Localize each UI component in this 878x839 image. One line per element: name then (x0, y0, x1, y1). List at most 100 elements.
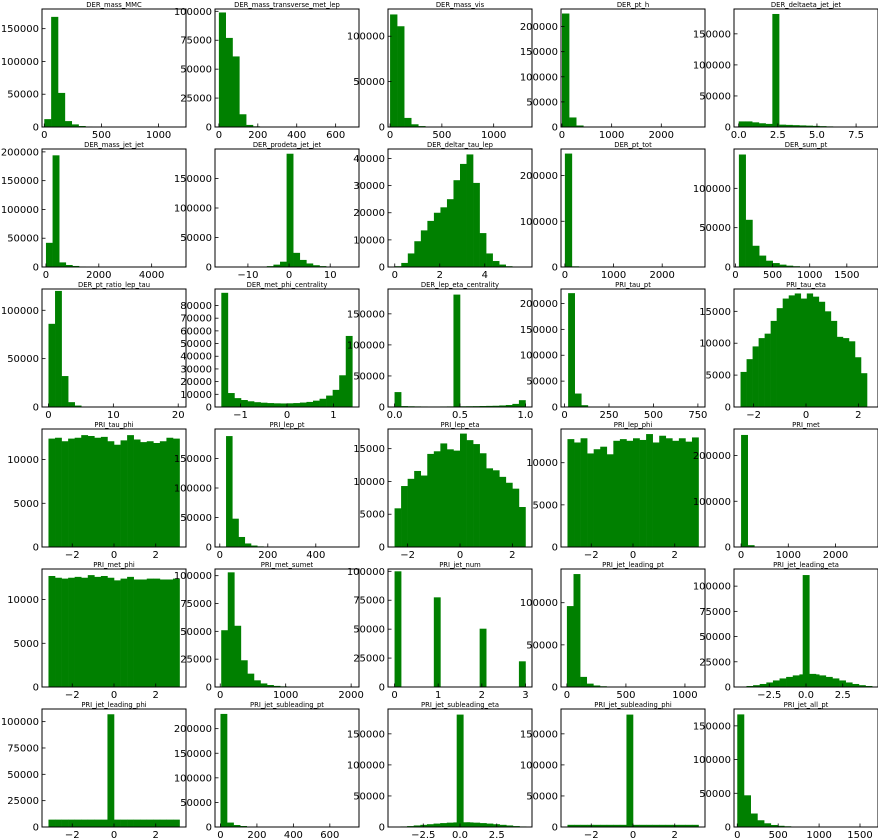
axes-frame (41, 8, 187, 128)
x-tick-label: 0 (45, 410, 51, 421)
histogram-bars (393, 714, 527, 827)
chart-title: DER_pt_h (617, 1, 649, 9)
histogram-bar (413, 825, 421, 827)
histogram-bar (74, 576, 82, 687)
x-tick-label: 2 (855, 410, 861, 421)
histogram-bar (446, 199, 454, 267)
histogram-bar (114, 444, 121, 547)
histogram-bar (758, 123, 766, 127)
histogram-bar (740, 371, 747, 407)
x-tick-label: 500 (763, 270, 782, 281)
axes-frame (560, 568, 706, 688)
histogram-bar (786, 265, 794, 267)
histogram-bars (738, 154, 868, 267)
y-tick-label: 200000 (520, 299, 558, 310)
histogram-bars (48, 290, 134, 407)
histogram-bar (600, 824, 608, 827)
x-tick-label: 20 (172, 410, 185, 421)
x-tick-label: 0 (562, 270, 568, 281)
y-tick-label: 0 (725, 543, 731, 554)
histogram-bar (613, 440, 621, 547)
histogram-bar (691, 824, 699, 827)
histogram-panel: PRI_jet_leading_eta −2.5 0.0 2.5 0 25000 50000… (693, 561, 878, 701)
histogram-bar (824, 311, 832, 407)
histogram-bar (407, 253, 415, 267)
chart-title: PRI_jet_leading_pt (602, 561, 664, 569)
x-tick-label: 0 (41, 130, 47, 141)
y-tick-label: 100000 (347, 567, 385, 578)
histogram-bar (61, 376, 69, 407)
histogram-bar (433, 212, 441, 267)
histogram-panel: DER_lep_eta_centrality 0.0 0.5 1.0 0 50000 100… (347, 281, 534, 421)
histogram-bar (806, 125, 814, 127)
histogram-panel: PRI_tau_pt 0 250 500 750 0 50000 100000 150000 20… (520, 281, 708, 421)
histogram-bar (247, 401, 255, 407)
histogram-bar (166, 437, 174, 547)
histogram-bar (127, 819, 134, 827)
histogram-bar (772, 263, 780, 267)
histogram-bar (812, 125, 820, 127)
histogram-bar (72, 265, 80, 267)
y-tick-label: 50000 (353, 77, 385, 88)
histogram-bar (818, 301, 826, 407)
histogram-bar (332, 389, 340, 407)
histogram-bars (561, 13, 634, 127)
histogram-bar (792, 125, 800, 127)
x-tick-label: −2 (400, 550, 415, 561)
x-tick-label: 1000 (481, 130, 506, 141)
y-tick-label: 0 (33, 123, 39, 134)
chart-title: PRI_lep_phi (614, 421, 653, 429)
histogram-bar (486, 823, 494, 827)
x-tick-label: 500 (644, 410, 663, 421)
histogram-bar (446, 449, 454, 547)
y-tick-label: 70000 (180, 314, 212, 325)
histogram-bar (770, 824, 778, 827)
histogram-bar (254, 402, 261, 407)
x-tick-label: 0 (732, 270, 738, 281)
histogram-bar (812, 674, 820, 687)
histogram-bar (785, 124, 793, 127)
histogram-bar (506, 825, 514, 827)
y-tick-label: 0 (725, 123, 731, 134)
histogram-bar (587, 824, 594, 827)
histogram-bars (566, 574, 673, 687)
histogram-panel: DER_prodeta_jet_jet −10 0 10 0 50000 100000 150… (174, 141, 360, 281)
histogram-bar (68, 438, 75, 547)
y-tick-label: 150000 (520, 325, 558, 336)
histogram-bar (652, 824, 660, 827)
chart-title: PRI_lep_eta (440, 421, 479, 429)
histogram-bar (765, 260, 773, 267)
y-tick-label: 0 (379, 123, 385, 134)
histogram-bars (567, 714, 699, 827)
histogram-bar (394, 571, 402, 687)
x-tick-label: 1000 (601, 270, 626, 281)
chart-title: PRI_tau_eta (786, 281, 826, 289)
axes-frame (733, 428, 878, 548)
histogram-bar (639, 824, 647, 827)
histogram-bar (486, 253, 493, 267)
x-tick-label: 0 (111, 550, 117, 561)
histogram-bar (486, 405, 494, 407)
y-tick-label: 50000 (7, 354, 39, 365)
histogram-bar (759, 683, 767, 687)
x-tick-label: 500 (432, 130, 451, 141)
histogram-bar (794, 293, 802, 407)
histogram-bar (280, 261, 287, 267)
y-tick-label: 0 (206, 543, 212, 554)
histogram-bar (766, 682, 774, 687)
x-tick-label: 2.5 (835, 690, 851, 701)
histogram-bar (757, 820, 765, 827)
x-tick-label: −2 (584, 830, 599, 839)
y-tick-label: 100000 (520, 72, 558, 83)
chart-title: PRI_jet_all_pt (784, 701, 829, 709)
histogram-panel: PRI_jet_subleading_eta −2.5 0.0 2.5 0 50000 10… (347, 701, 533, 839)
histogram-bar (466, 154, 474, 267)
y-tick-label: 100000 (347, 760, 385, 771)
histogram-bar (576, 125, 584, 127)
y-tick-label: 10000 (699, 339, 731, 350)
histogram-bar (685, 824, 693, 827)
histogram-bars (739, 575, 873, 687)
histogram-bars (738, 13, 874, 127)
histogram-bars (394, 154, 526, 267)
histogram-bar (581, 405, 589, 407)
